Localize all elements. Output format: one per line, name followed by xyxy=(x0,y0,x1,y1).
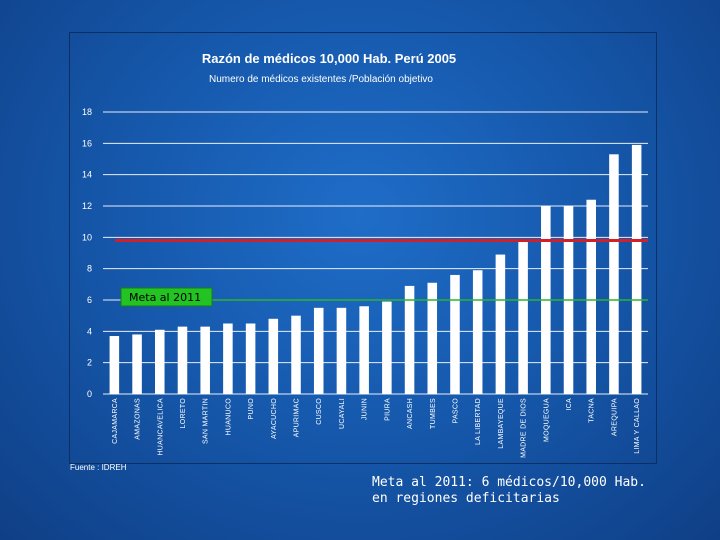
x-tick-label: HUANUCO xyxy=(225,398,232,436)
y-tick-label: 18 xyxy=(82,107,92,117)
bar-chart: Razón de médicos 10,000 Hab. Perú 2005 N… xyxy=(82,51,648,458)
x-tick-label: LAMBAYEQUE xyxy=(498,398,505,449)
y-tick-label: 0 xyxy=(87,389,92,399)
x-tick-label: HUANCAVELICA xyxy=(157,398,164,456)
y-tick-label: 10 xyxy=(82,232,92,242)
x-tick-label: MOQUEGUA xyxy=(543,398,550,442)
bar xyxy=(132,334,142,394)
goal-label-box xyxy=(120,287,213,307)
bar xyxy=(155,329,165,394)
x-tick-label: JUNIN xyxy=(362,398,369,420)
bar xyxy=(518,242,528,394)
y-tick-label: 14 xyxy=(82,170,92,180)
y-tick-label: 16 xyxy=(82,138,92,148)
chart-subtitle: Numero de médicos existentes /Población … xyxy=(209,74,433,85)
x-tick-label: LA LIBERTAD xyxy=(475,398,482,445)
x-tick-label: PIURA xyxy=(384,398,391,421)
bar xyxy=(586,199,596,394)
caption-line-2: en regiones deficitarias xyxy=(372,491,560,506)
x-tick-label: SAN MARTIN xyxy=(203,398,210,444)
y-tick-label: 4 xyxy=(87,326,92,336)
bar xyxy=(609,154,619,394)
x-tick-label: TACNA xyxy=(589,398,596,423)
x-tick-label: CAJAMARCA xyxy=(112,398,119,444)
bar xyxy=(245,323,256,394)
x-tick-label: LORETO xyxy=(180,398,187,429)
y-tick-label: 12 xyxy=(82,201,92,211)
bar xyxy=(427,282,438,394)
x-tick-label: MADRE DE DIOS xyxy=(521,398,528,458)
y-tick-label: 6 xyxy=(87,295,92,305)
bar xyxy=(177,326,188,394)
caption-line-1: Meta al 2011: 6 médicos/10,000 Hab. xyxy=(372,475,646,490)
bar xyxy=(404,285,415,394)
bar xyxy=(109,336,120,394)
x-tick-label: ICA xyxy=(566,398,573,411)
bar xyxy=(291,315,301,394)
bar xyxy=(382,301,392,394)
y-tick-label: 8 xyxy=(87,264,92,274)
goal-label: Meta al 2011 xyxy=(129,291,201,304)
x-tick-label: PASCO xyxy=(452,398,459,424)
slide-caption: Meta al 2011: 6 médicos/10,000 Hab. en r… xyxy=(372,475,702,507)
bar xyxy=(336,307,347,394)
bar xyxy=(631,144,642,394)
bar xyxy=(495,254,506,394)
x-tick-label: AREQUIPA xyxy=(611,398,618,436)
chart-title: Razón de médicos 10,000 Hab. Perú 2005 xyxy=(202,51,456,66)
x-tick-label: LIMA Y CALLAO xyxy=(634,398,641,454)
x-tick-label: PUNO xyxy=(248,398,255,420)
x-tick-label: ANCASH xyxy=(407,398,414,429)
x-tick-label: UCAYALI xyxy=(339,398,346,429)
bar xyxy=(450,274,460,394)
y-tick-label: 2 xyxy=(87,358,92,368)
bar xyxy=(200,326,210,394)
bar xyxy=(268,318,279,394)
bar xyxy=(313,307,324,394)
chart-panel: Razón de médicos 10,000 Hab. Perú 2005 N… xyxy=(69,32,657,464)
x-tick-label: AYACUCHO xyxy=(271,398,278,439)
bar xyxy=(472,270,483,394)
x-tick-label: TUMBES xyxy=(430,398,437,429)
x-tick-label: AMAZONAS xyxy=(135,398,142,440)
x-tick-label: CUSCO xyxy=(316,398,323,425)
bar xyxy=(223,323,233,394)
source-note: Fuente : IDREH xyxy=(70,463,127,472)
bar xyxy=(359,306,369,394)
x-tick-label: APURIMAC xyxy=(294,398,301,437)
